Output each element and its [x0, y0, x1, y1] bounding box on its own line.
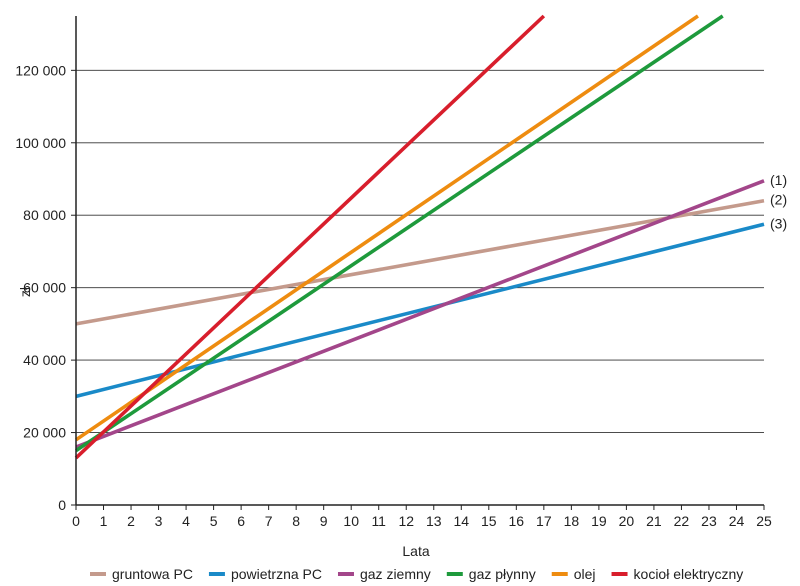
x-tick-label: 23 — [701, 513, 717, 529]
x-tick-label: 6 — [237, 513, 245, 529]
series-line — [74, 14, 699, 442]
x-tick-label: 21 — [646, 513, 662, 529]
legend: gruntowa PC powietrzna PC gaz ziemny gaz pł… — [90, 566, 743, 582]
y-tick-label: 0 — [58, 497, 66, 513]
series-line — [75, 198, 765, 326]
x-tick-label: 25 — [756, 513, 772, 529]
x-tick-label: 15 — [481, 513, 497, 529]
legend-label: gaz ziemny — [360, 566, 431, 582]
x-tick-label: 9 — [320, 513, 328, 529]
x-tick-label: 2 — [127, 513, 135, 529]
series-lines — [74, 14, 765, 460]
y-tick-label: 100 000 — [15, 135, 66, 151]
x-tick-label: 19 — [591, 513, 607, 529]
legend-label: powietrzna PC — [231, 566, 322, 582]
legend-label: gruntowa PC — [112, 566, 193, 582]
x-tick-label: 16 — [509, 513, 525, 529]
series-line — [75, 222, 765, 399]
axes — [75, 16, 764, 506]
x-tick-label: 13 — [426, 513, 442, 529]
y-tick-label: 80 000 — [23, 207, 66, 223]
x-tick-labels: 0 1 2 3 4 5 6 7 8 9 10 11 12 13 14 15 16 17 18 19 20 21 22 23 24… — [72, 505, 772, 529]
x-tick-label: 1 — [100, 513, 108, 529]
legend-item: powietrzna PC — [208, 566, 322, 582]
y-axis-label: zł — [17, 286, 33, 297]
y-tick-labels: 0 20 000 40 000 60 000 80 000 100 000 120 000 — [15, 62, 76, 513]
y-tick-label: 120 000 — [15, 62, 66, 78]
y-tick-label: 20 000 — [23, 425, 66, 441]
line-annotation: (2) — [770, 192, 787, 208]
x-tick-label: 11 — [371, 513, 386, 529]
series-line — [74, 14, 724, 453]
legend-label: olej — [574, 566, 596, 582]
x-tick-label: 14 — [453, 513, 469, 529]
x-tick-label: 20 — [619, 513, 635, 529]
x-tick-label: 3 — [155, 513, 163, 529]
legend-label: gaz płynny — [469, 566, 536, 582]
x-tick-label: 24 — [729, 513, 745, 529]
line-annotation: (3) — [770, 215, 787, 231]
series-line — [74, 14, 546, 460]
legend-item: gaz ziemny — [337, 566, 431, 582]
y-tick-label: 40 000 — [23, 352, 66, 368]
legend-item: olej — [551, 566, 596, 582]
legend-label: kocioł elektryczny — [634, 566, 744, 582]
series-line — [75, 179, 765, 449]
legend-item: gaz płynny — [446, 566, 536, 582]
y-tick-label: 60 000 — [23, 280, 66, 296]
x-tick-label: 8 — [292, 513, 300, 529]
x-tick-label: 4 — [182, 513, 190, 529]
line-annotation: (1) — [770, 172, 787, 188]
x-tick-label: 12 — [398, 513, 414, 529]
line-annotations: (1) (2) (3) — [770, 172, 787, 231]
x-tick-label: 7 — [265, 513, 273, 529]
legend-item: gruntowa PC — [90, 566, 193, 582]
x-axis-label: Lata — [402, 543, 429, 559]
legend-item: kocioł elektryczny — [611, 566, 744, 582]
x-tick-label: 17 — [536, 513, 552, 529]
x-tick-label: 22 — [674, 513, 690, 529]
x-tick-label: 10 — [343, 513, 359, 529]
x-tick-label: 5 — [210, 513, 218, 529]
x-tick-label: 18 — [564, 513, 580, 529]
x-tick-label: 0 — [72, 513, 80, 529]
